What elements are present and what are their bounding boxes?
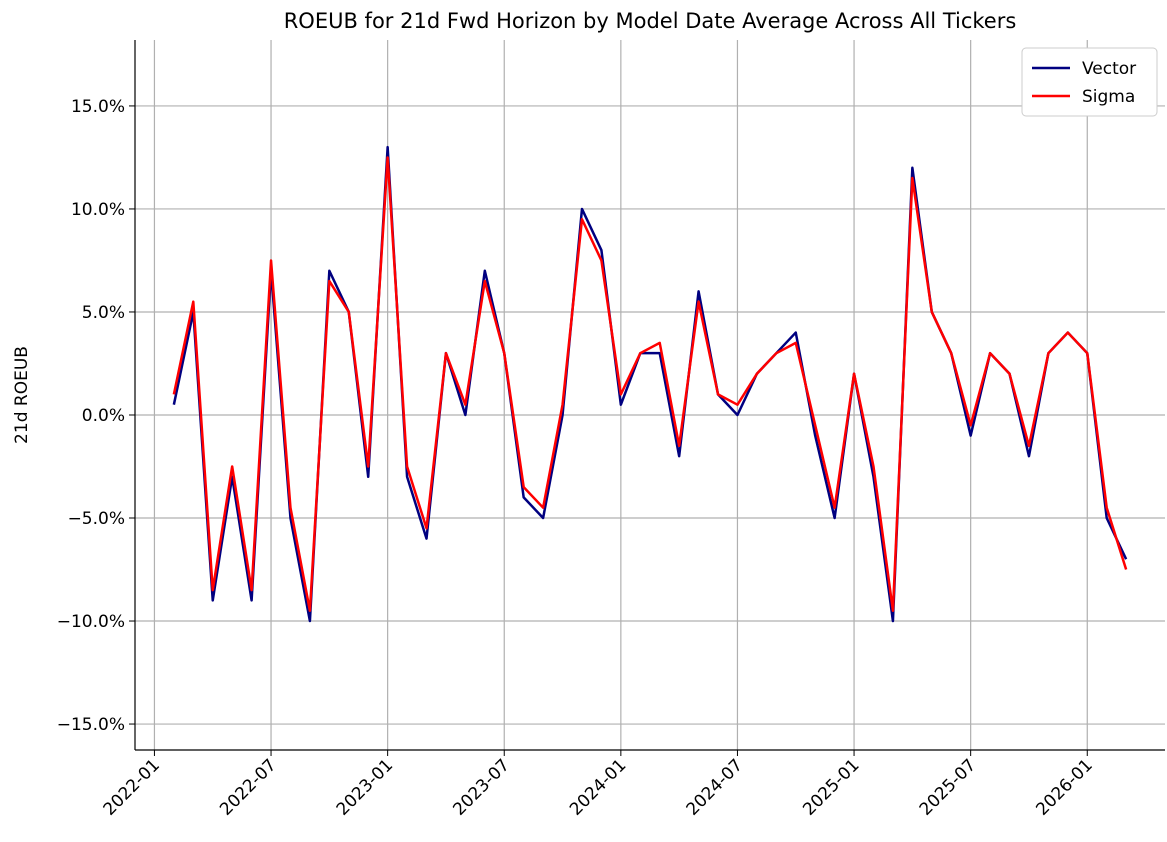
y-tick-label: 5.0% <box>82 303 125 323</box>
y-tick-label: −5.0% <box>68 509 125 529</box>
series-line <box>172 156 1128 612</box>
legend-label: Vector <box>1082 59 1136 79</box>
y-tick-label: 10.0% <box>71 200 125 220</box>
x-tick-label: 2023-01 <box>333 755 397 819</box>
legend-box <box>1021 47 1158 117</box>
x-tick-label: 2022-07 <box>216 755 280 819</box>
x-tick-label: 2025-01 <box>799 755 863 819</box>
y-axis-label: 21d ROEUB <box>12 346 32 444</box>
y-tick-label: 0.0% <box>82 406 125 426</box>
x-tick-label: 2025-07 <box>916 755 980 819</box>
x-tick-label: 2023-07 <box>449 755 513 819</box>
chart-title: ROEUB for 21d Fwd Horizon by Model Date … <box>284 9 1017 33</box>
x-tick-label: 2024-07 <box>683 755 747 819</box>
y-tick-label: −15.0% <box>57 715 125 735</box>
x-tick-label: 2022-01 <box>100 755 164 819</box>
y-tick-label: 15.0% <box>71 97 125 117</box>
y-tick-label: −10.0% <box>57 612 125 632</box>
series-line <box>172 145 1128 623</box>
x-tick-label: 2024-01 <box>566 755 630 819</box>
x-tick-label: 2026-01 <box>1032 755 1096 819</box>
legend-label: Sigma <box>1082 87 1135 107</box>
